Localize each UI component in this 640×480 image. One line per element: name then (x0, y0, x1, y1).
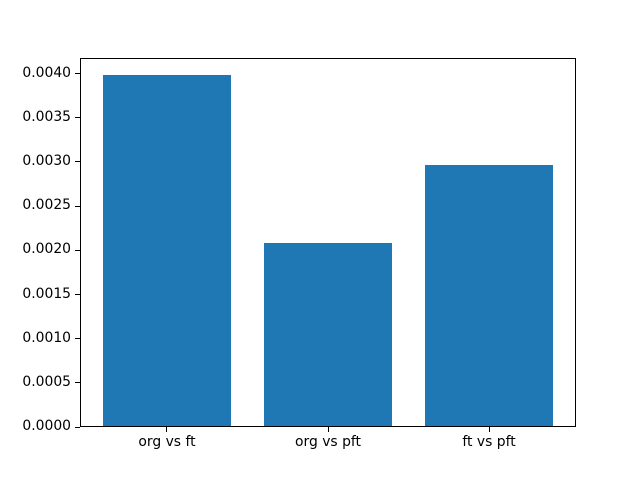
y-tick-label: 0.0010 (22, 329, 71, 346)
x-tick-mark (488, 427, 490, 433)
y-tick-label: 0.0005 (22, 374, 71, 391)
y-tick-label: 0.0030 (22, 152, 71, 169)
y-tick-label: 0.0015 (22, 285, 71, 302)
x-tick-label: org vs ft (138, 434, 196, 451)
y-tick-mark (75, 426, 80, 428)
y-tick-label: 0.0040 (22, 64, 71, 81)
y-tick-label: 0.0020 (22, 241, 71, 258)
y-tick-mark (75, 73, 80, 75)
bar-ft-vs-pft (424, 165, 554, 428)
y-tick-mark (75, 382, 80, 384)
y-tick-label: 0.0035 (22, 108, 71, 125)
x-tick-mark (166, 427, 168, 433)
x-tick-label: ft vs pft (462, 434, 516, 451)
x-tick-mark (327, 427, 329, 433)
y-tick-mark (75, 294, 80, 296)
y-tick-mark (75, 161, 80, 163)
y-tick-mark (75, 117, 80, 119)
x-tick-label: org vs pft (295, 434, 361, 451)
bar-org-vs-ft (102, 75, 232, 428)
bar-org-vs-pft (263, 243, 393, 428)
y-tick-label: 0.0025 (22, 197, 71, 214)
y-tick-label: 0.0000 (22, 418, 71, 435)
y-tick-mark (75, 205, 80, 207)
y-tick-mark (75, 249, 80, 251)
y-tick-mark (75, 338, 80, 340)
